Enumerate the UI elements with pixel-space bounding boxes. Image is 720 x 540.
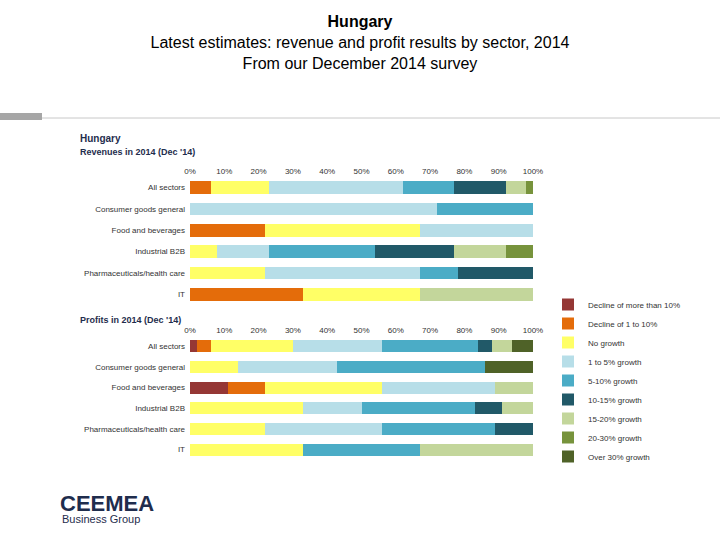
svg-text:30%: 30% bbox=[285, 326, 301, 335]
svg-text:60%: 60% bbox=[388, 326, 404, 335]
svg-text:Profits in 2014 (Dec '14): Profits in 2014 (Dec '14) bbox=[80, 315, 181, 325]
svg-text:Food and beverages: Food and beverages bbox=[112, 226, 185, 235]
svg-text:20%: 20% bbox=[251, 167, 267, 176]
svg-text:Pharmaceuticals/health care: Pharmaceuticals/health care bbox=[84, 425, 185, 434]
svg-text:40%: 40% bbox=[319, 326, 335, 335]
svg-text:50%: 50% bbox=[353, 167, 369, 176]
svg-text:Food and beverages: Food and beverages bbox=[112, 383, 185, 392]
svg-text:60%: 60% bbox=[388, 167, 404, 176]
svg-text:70%: 70% bbox=[422, 167, 438, 176]
svg-text:20%: 20% bbox=[251, 326, 267, 335]
svg-text:Decline of 1 to 10%: Decline of 1 to 10% bbox=[588, 320, 657, 329]
svg-text:Revenues in 2014 (Dec '14): Revenues in 2014 (Dec '14) bbox=[80, 147, 195, 157]
svg-text:Industrial B2B: Industrial B2B bbox=[135, 247, 185, 256]
svg-text:Over 30% growth: Over 30% growth bbox=[588, 453, 650, 462]
svg-text:10-15% growth: 10-15% growth bbox=[588, 396, 642, 405]
svg-text:5-10% growth: 5-10% growth bbox=[588, 377, 637, 386]
svg-text:50%: 50% bbox=[353, 326, 369, 335]
svg-text:100%: 100% bbox=[523, 167, 543, 176]
svg-text:30%: 30% bbox=[285, 167, 301, 176]
svg-text:100%: 100% bbox=[523, 326, 543, 335]
svg-text:Hungary: Hungary bbox=[80, 133, 121, 144]
svg-text:Business Group: Business Group bbox=[62, 513, 140, 525]
svg-text:No growth: No growth bbox=[588, 339, 624, 348]
svg-text:10%: 10% bbox=[216, 167, 232, 176]
svg-text:All sectors: All sectors bbox=[148, 342, 185, 351]
svg-text:40%: 40% bbox=[319, 167, 335, 176]
svg-text:HungaryLatest estimates: reven: HungaryLatest estimates: revenue and pro… bbox=[151, 13, 570, 72]
svg-text:80%: 80% bbox=[456, 326, 472, 335]
svg-text:20-30% growth: 20-30% growth bbox=[588, 434, 642, 443]
svg-text:Industrial B2B: Industrial B2B bbox=[135, 404, 185, 413]
svg-text:70%: 70% bbox=[422, 326, 438, 335]
svg-text:Consumer goods general: Consumer goods general bbox=[95, 363, 185, 372]
svg-text:All sectors: All sectors bbox=[148, 183, 185, 192]
svg-text:IT: IT bbox=[178, 290, 185, 299]
svg-text:90%: 90% bbox=[491, 167, 507, 176]
svg-text:10%: 10% bbox=[216, 326, 232, 335]
svg-text:IT: IT bbox=[178, 445, 185, 454]
svg-text:80%: 80% bbox=[456, 167, 472, 176]
svg-text:90%: 90% bbox=[491, 326, 507, 335]
svg-text:Consumer goods general: Consumer goods general bbox=[95, 205, 185, 214]
svg-text:0%: 0% bbox=[184, 167, 196, 176]
svg-text:Pharmaceuticals/health care: Pharmaceuticals/health care bbox=[84, 269, 185, 278]
svg-text:15-20% growth: 15-20% growth bbox=[588, 415, 642, 424]
svg-text:CEEMEA: CEEMEA bbox=[60, 491, 154, 516]
svg-text:0%: 0% bbox=[184, 326, 196, 335]
svg-text:Decline of more than 10%: Decline of more than 10% bbox=[588, 301, 680, 310]
svg-text:1 to 5% growth: 1 to 5% growth bbox=[588, 358, 641, 367]
